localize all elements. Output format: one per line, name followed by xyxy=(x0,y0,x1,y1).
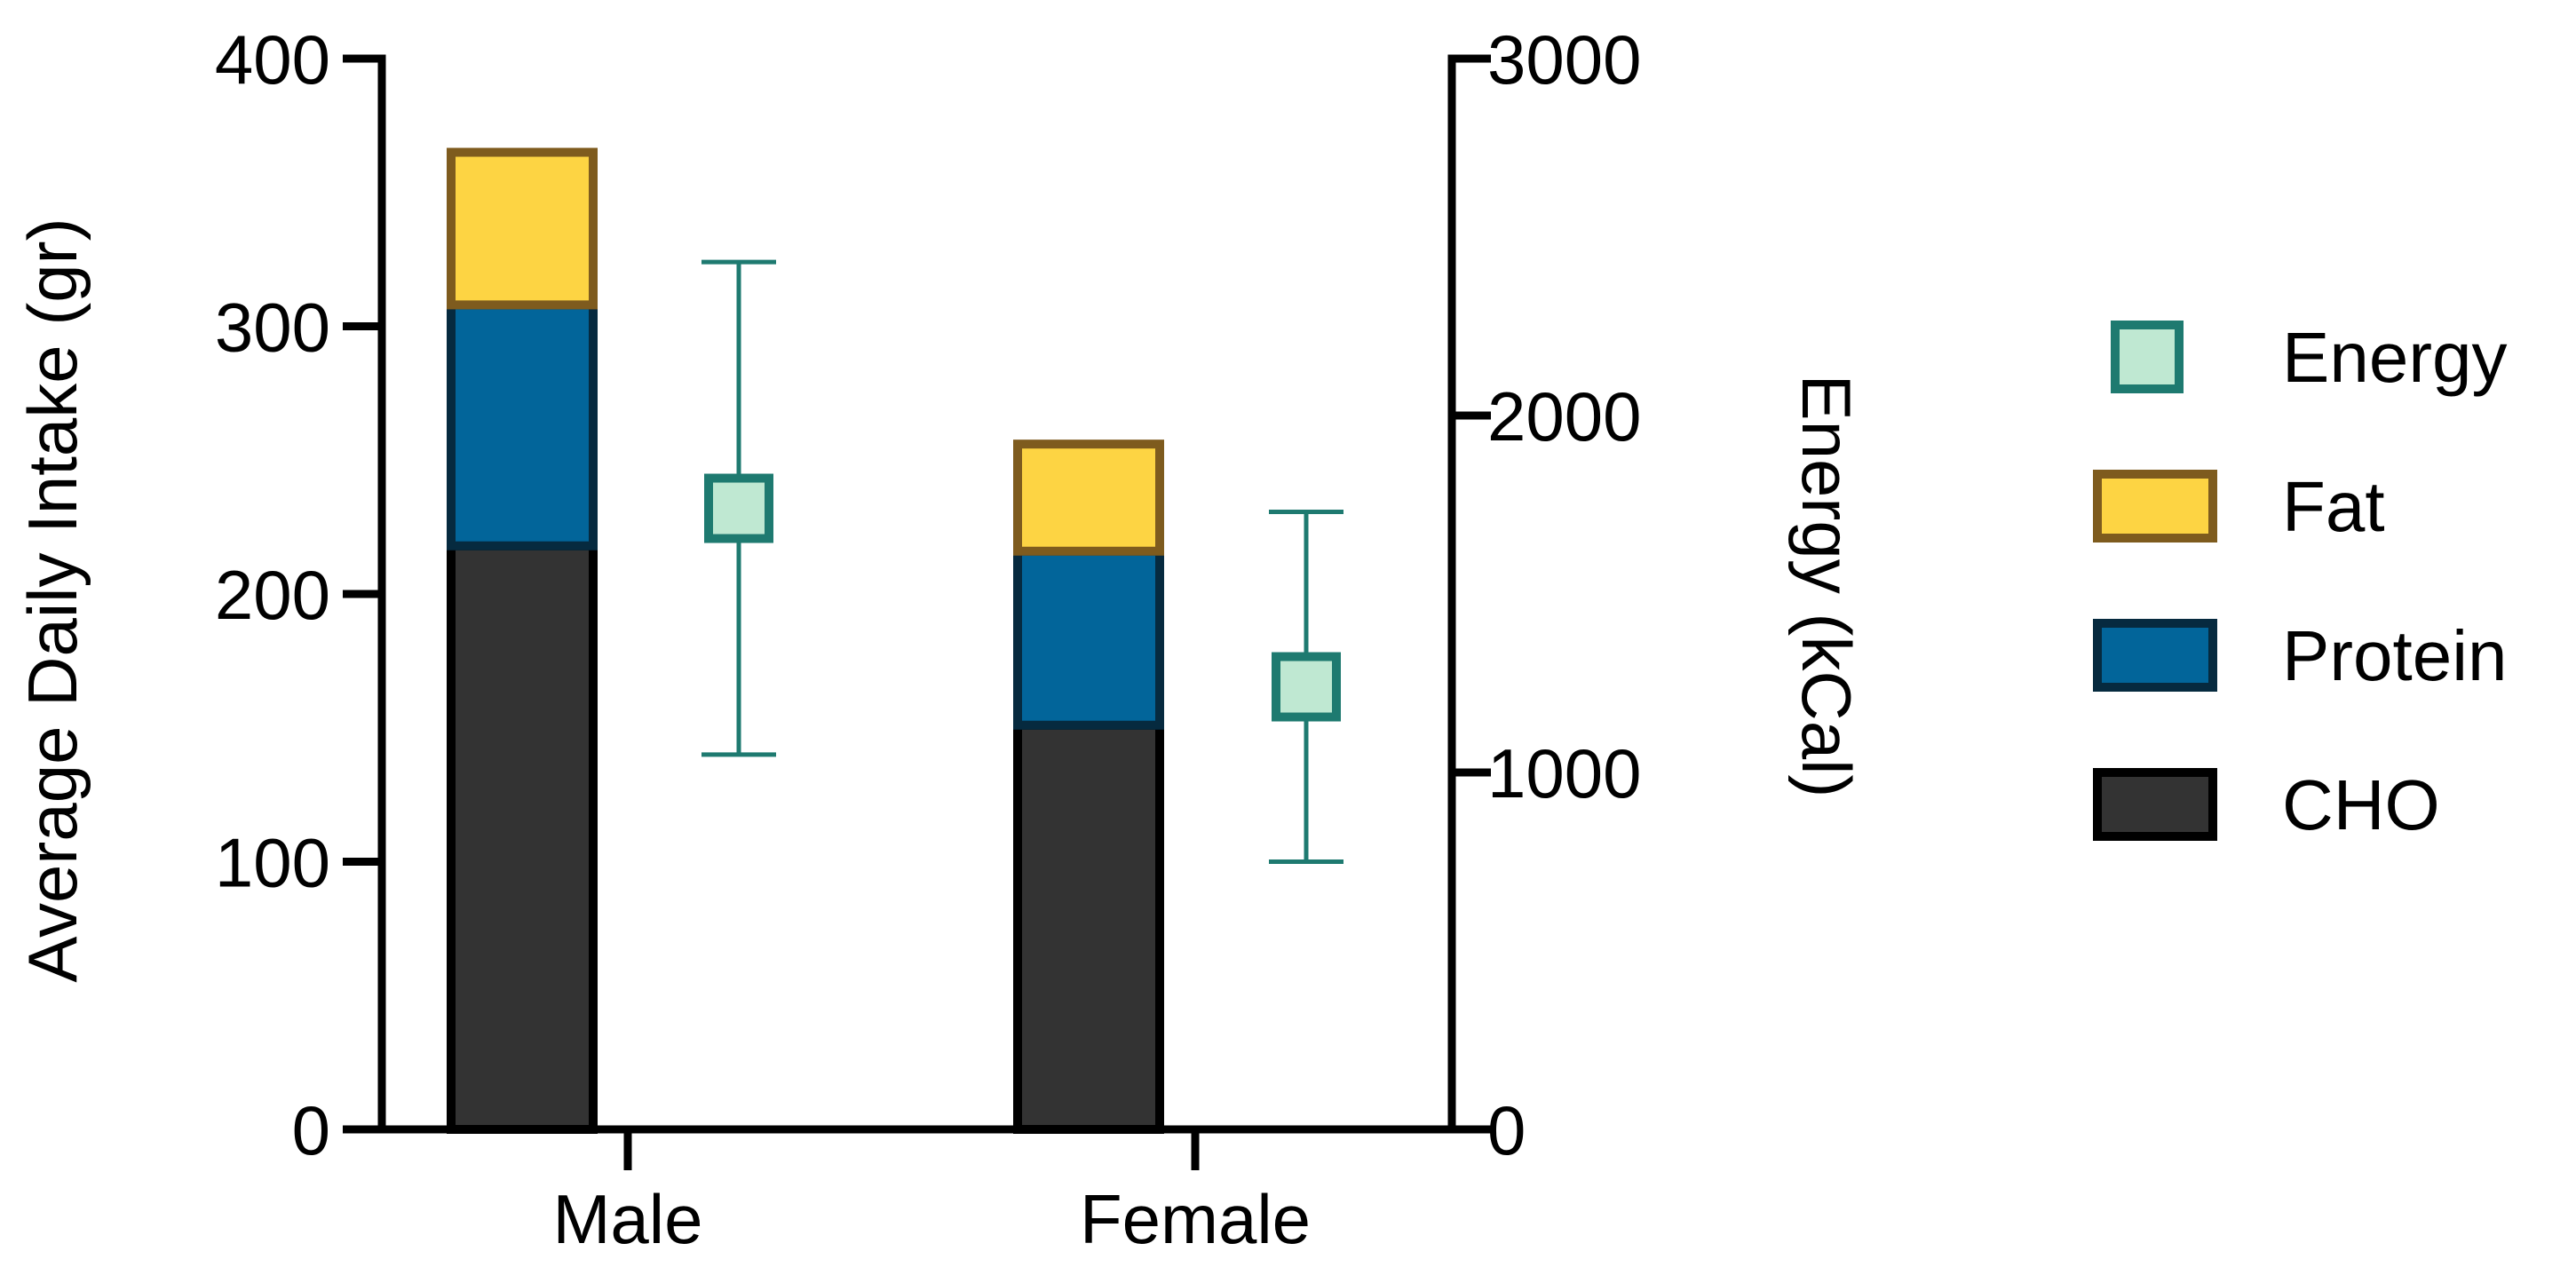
bars xyxy=(447,147,1164,1134)
bar-fat-male xyxy=(447,147,598,310)
legend-swatch-fat xyxy=(2093,470,2217,543)
right-tick-label: 0 xyxy=(1487,1091,1526,1169)
right-axis-title: Energy (kCal) xyxy=(1787,375,1866,798)
energy-marker-male xyxy=(704,473,773,543)
legend-swatch-cho xyxy=(2093,768,2217,841)
legend-label-energy: Energy xyxy=(2282,318,2507,397)
bar-protein-male xyxy=(447,300,598,550)
bar-fat-female xyxy=(1013,440,1164,556)
x-category-label: Female xyxy=(1080,1180,1311,1258)
x-category-label: Male xyxy=(552,1180,702,1258)
bar-cho-male xyxy=(447,541,598,1134)
left-tick-label: 200 xyxy=(215,556,330,634)
right-tick-label: 1000 xyxy=(1487,734,1642,812)
left-tick-label: 100 xyxy=(215,824,330,902)
left-tick-label: 400 xyxy=(215,20,330,99)
legend-swatch-protein xyxy=(2093,619,2217,692)
energy-markers xyxy=(701,259,1343,864)
bar-protein-female xyxy=(1013,546,1164,730)
right-tick-label: 2000 xyxy=(1487,377,1642,455)
legend-label-cho: CHO xyxy=(2282,765,2440,844)
ticks: 0 100 200 300 400 0 1000 2000 3000 Male Female xyxy=(215,20,1642,1258)
left-axis-title: Average Daily Intake (gr) xyxy=(13,218,91,982)
left-tick-label: 300 xyxy=(215,289,330,367)
legend: Energy Fat Protein CHO xyxy=(2093,318,2507,844)
bar-cho-female xyxy=(1013,720,1164,1134)
energy-marker-female xyxy=(1272,652,1341,722)
left-tick-label: 0 xyxy=(292,1091,330,1169)
right-tick-label: 3000 xyxy=(1487,20,1642,99)
legend-swatch-energy xyxy=(2111,321,2184,393)
legend-label-fat: Fat xyxy=(2282,467,2385,546)
legend-label-protein: Protein xyxy=(2282,616,2507,695)
